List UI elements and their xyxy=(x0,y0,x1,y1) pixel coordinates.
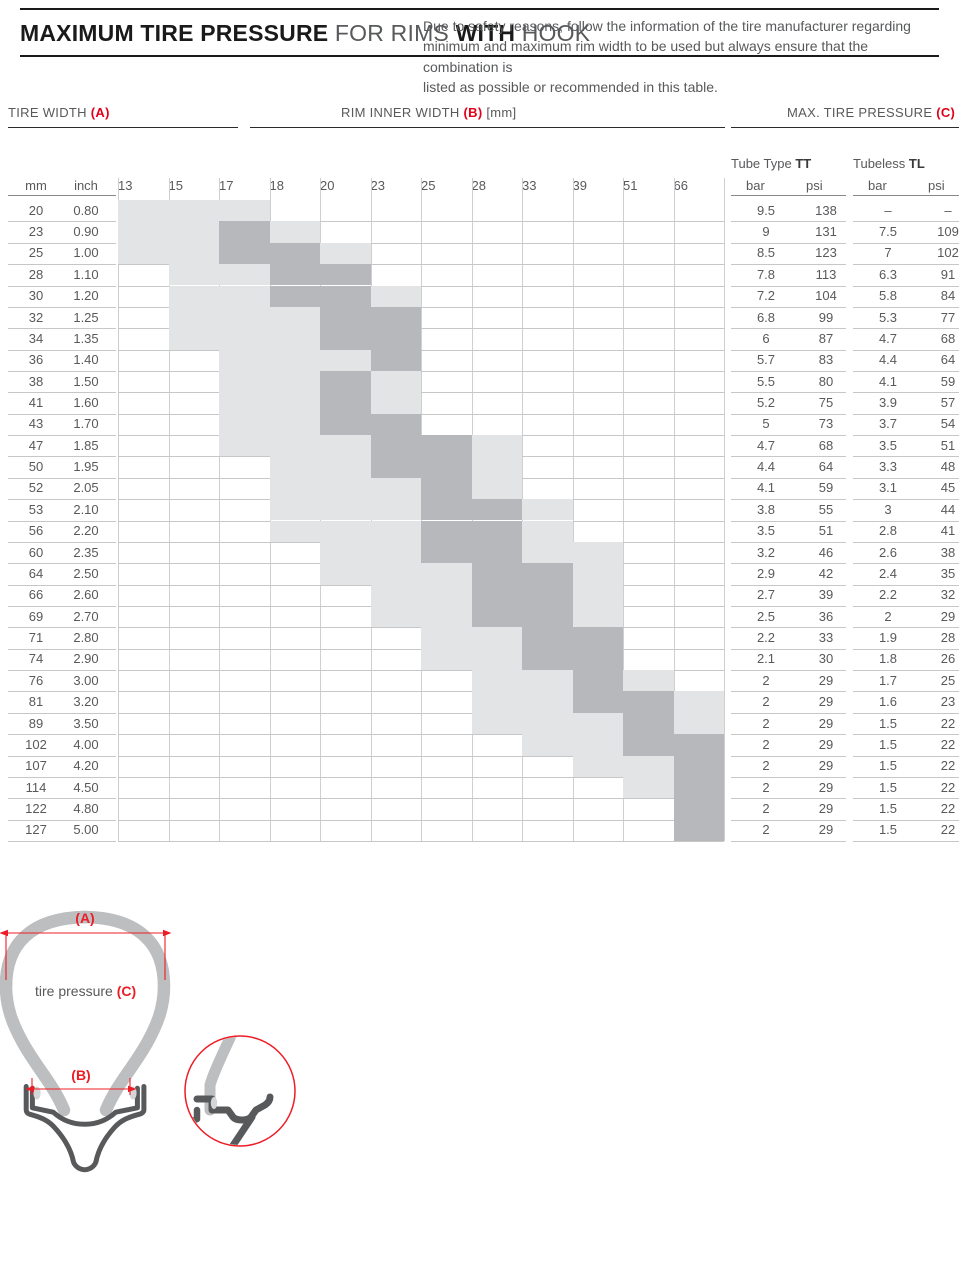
svg-text:tire pressure (C): tire pressure (C) xyxy=(35,983,136,999)
svg-text:(A): (A) xyxy=(75,910,94,926)
svg-text:(B): (B) xyxy=(71,1067,90,1083)
